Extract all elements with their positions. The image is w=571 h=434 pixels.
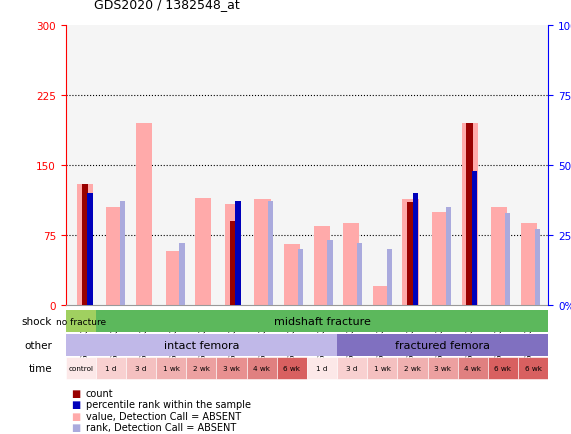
- Bar: [432, 212, 448, 305]
- Text: 3 d: 3 d: [135, 365, 147, 372]
- Bar: [505, 213, 510, 305]
- Bar: [87, 194, 93, 305]
- Text: ■: ■: [71, 388, 81, 398]
- Text: ■: ■: [71, 399, 81, 409]
- Text: 6 wk: 6 wk: [283, 365, 300, 372]
- Bar: [166, 251, 182, 305]
- Text: fractured femora: fractured femora: [395, 340, 490, 350]
- Bar: [373, 286, 389, 305]
- Text: ■: ■: [71, 411, 81, 421]
- Text: rank, Detection Call = ABSENT: rank, Detection Call = ABSENT: [86, 422, 236, 432]
- Text: 3 wk: 3 wk: [223, 365, 240, 372]
- Bar: [230, 221, 236, 305]
- Bar: [461, 124, 478, 305]
- Text: 1 wk: 1 wk: [374, 365, 391, 372]
- Bar: [268, 202, 274, 305]
- Bar: [66, 334, 337, 356]
- Text: value, Detection Call = ABSENT: value, Detection Call = ABSENT: [86, 411, 241, 421]
- Text: no fracture: no fracture: [56, 317, 106, 326]
- Text: 4 wk: 4 wk: [464, 365, 481, 372]
- Bar: [367, 358, 397, 379]
- Bar: [179, 244, 184, 305]
- Text: 6 wk: 6 wk: [494, 365, 512, 372]
- Bar: [472, 171, 477, 305]
- Text: 2 wk: 2 wk: [404, 365, 421, 372]
- Bar: [337, 334, 548, 356]
- Bar: [357, 244, 362, 305]
- Bar: [343, 223, 360, 305]
- Bar: [491, 207, 508, 305]
- Bar: [313, 226, 330, 305]
- Text: midshaft fracture: midshaft fracture: [274, 317, 371, 326]
- Bar: [307, 358, 337, 379]
- Text: time: time: [29, 364, 52, 373]
- Text: 3 wk: 3 wk: [434, 365, 451, 372]
- Text: 3 d: 3 d: [347, 365, 358, 372]
- Bar: [277, 358, 307, 379]
- Bar: [96, 358, 126, 379]
- Bar: [235, 202, 240, 305]
- Text: 6 wk: 6 wk: [525, 365, 541, 372]
- Text: GDS2020 / 1382548_at: GDS2020 / 1382548_at: [94, 0, 240, 11]
- Bar: [254, 200, 271, 305]
- Bar: [136, 124, 152, 305]
- Bar: [458, 358, 488, 379]
- Bar: [327, 241, 333, 305]
- Text: 1 wk: 1 wk: [163, 365, 180, 372]
- Bar: [82, 184, 88, 305]
- Bar: [66, 311, 96, 332]
- Bar: [126, 358, 156, 379]
- Text: other: other: [24, 340, 52, 350]
- Bar: [195, 198, 211, 305]
- Bar: [521, 223, 537, 305]
- Text: 4 wk: 4 wk: [253, 365, 270, 372]
- Bar: [297, 249, 303, 305]
- Bar: [467, 124, 473, 305]
- Bar: [403, 200, 419, 305]
- Bar: [216, 358, 247, 379]
- Bar: [428, 358, 458, 379]
- Bar: [407, 203, 414, 305]
- Text: percentile rank within the sample: percentile rank within the sample: [86, 399, 251, 409]
- Bar: [66, 358, 96, 379]
- Bar: [156, 358, 186, 379]
- Bar: [284, 245, 300, 305]
- Text: control: control: [69, 365, 93, 372]
- Bar: [77, 184, 93, 305]
- Text: ■: ■: [71, 422, 81, 432]
- Bar: [397, 358, 428, 379]
- Text: count: count: [86, 388, 113, 398]
- Bar: [413, 194, 418, 305]
- Bar: [247, 358, 277, 379]
- Text: 1 d: 1 d: [316, 365, 328, 372]
- Bar: [518, 358, 548, 379]
- Bar: [186, 358, 216, 379]
- Text: shock: shock: [22, 317, 52, 326]
- Bar: [534, 230, 540, 305]
- Bar: [106, 207, 123, 305]
- Text: 1 d: 1 d: [105, 365, 116, 372]
- Text: 2 wk: 2 wk: [193, 365, 210, 372]
- Bar: [387, 249, 392, 305]
- Bar: [488, 358, 518, 379]
- Bar: [446, 207, 451, 305]
- Bar: [225, 205, 241, 305]
- Bar: [337, 358, 367, 379]
- Text: intact femora: intact femora: [164, 340, 239, 350]
- Bar: [120, 202, 126, 305]
